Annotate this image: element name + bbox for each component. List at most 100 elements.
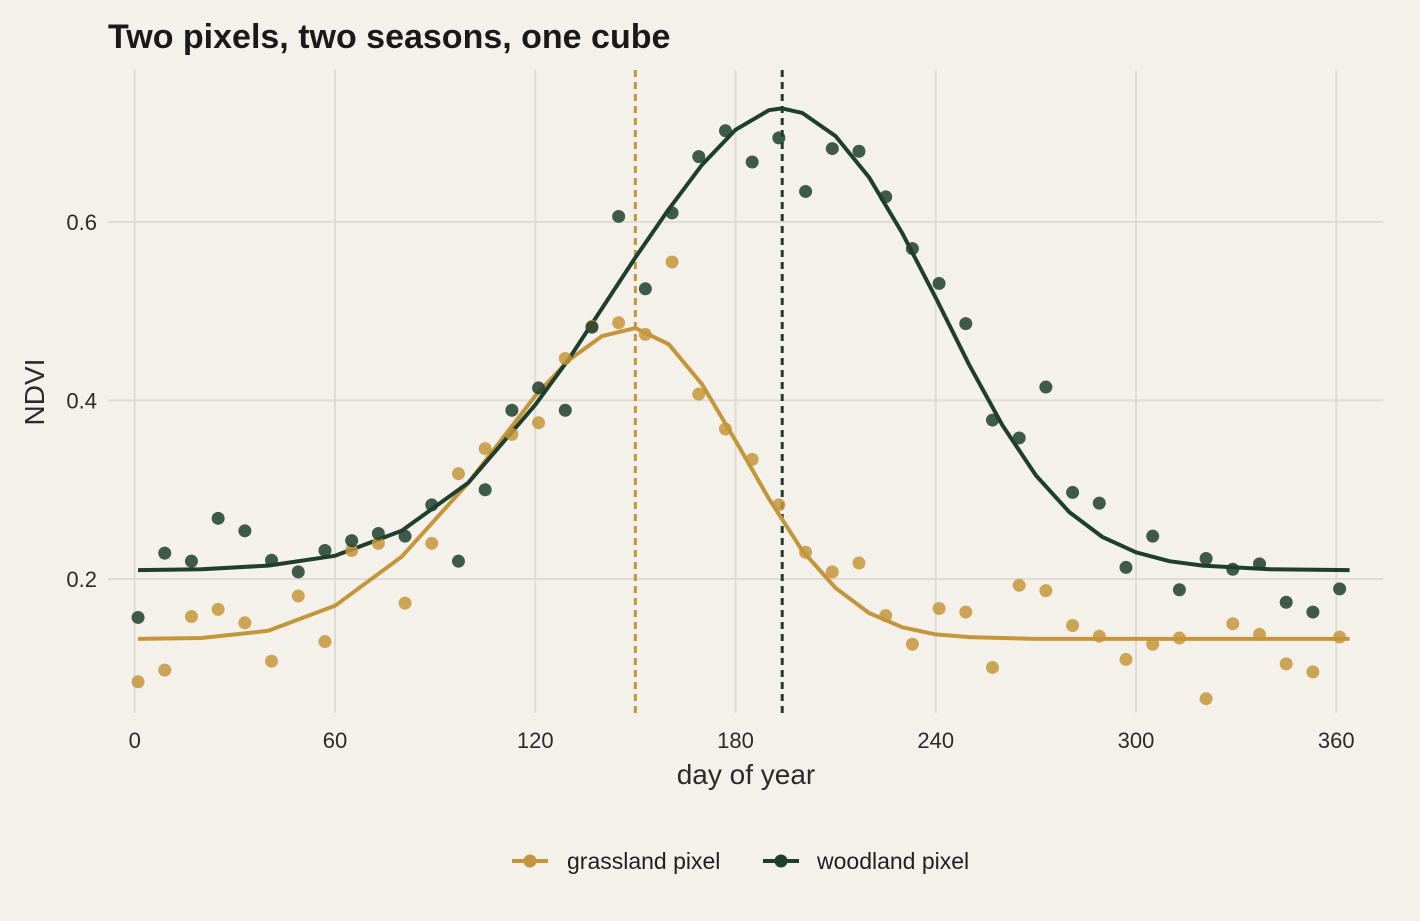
data-point <box>1039 380 1053 394</box>
data-point <box>1092 629 1106 643</box>
data-point <box>425 498 439 512</box>
data-point <box>291 565 305 579</box>
data-point <box>825 565 839 579</box>
data-point <box>1146 637 1160 651</box>
data-point <box>985 660 999 674</box>
data-point <box>1119 652 1133 666</box>
x-tick-label: 120 <box>517 728 554 753</box>
data-point <box>825 142 839 156</box>
legend-marker <box>774 854 788 868</box>
data-point <box>1092 496 1106 510</box>
data-point <box>1279 657 1293 671</box>
data-point <box>1039 584 1053 598</box>
data-point <box>692 150 706 164</box>
tick-labels: 0 60 120 180 240 300 360 0.2 0.4 0.6 <box>66 210 1354 753</box>
data-point <box>1333 630 1347 644</box>
data-point <box>718 422 732 436</box>
data-point <box>718 124 732 138</box>
data-point <box>665 255 679 269</box>
data-point <box>505 427 519 441</box>
data-point <box>398 596 412 610</box>
data-point <box>1306 665 1320 679</box>
grid <box>108 70 1383 713</box>
data-point <box>745 155 759 169</box>
data-points <box>131 124 1347 706</box>
x-axis-label: day of year <box>677 759 816 790</box>
data-point <box>532 381 546 395</box>
data-point <box>638 327 652 341</box>
data-point <box>158 663 172 677</box>
data-point <box>345 543 359 557</box>
data-point <box>558 403 572 417</box>
data-point <box>211 602 225 616</box>
data-point <box>158 546 172 560</box>
data-point <box>1226 562 1240 576</box>
data-point <box>1226 617 1240 631</box>
x-tick-label: 300 <box>1118 728 1155 753</box>
data-point <box>932 276 946 290</box>
legend-item: woodland pixel <box>763 848 969 874</box>
y-tick-label: 0.6 <box>66 210 97 235</box>
data-point <box>638 282 652 296</box>
data-point <box>291 589 305 603</box>
data-point <box>852 144 866 158</box>
data-point <box>478 442 492 456</box>
data-point <box>211 511 225 525</box>
data-point <box>532 416 546 430</box>
fitted-curves <box>137 106 1350 641</box>
data-point <box>345 534 359 548</box>
data-point <box>1012 578 1026 592</box>
peak-lines <box>633 70 784 713</box>
data-point <box>585 320 599 334</box>
legend-item: grassland pixel <box>512 848 720 874</box>
data-point <box>558 351 572 365</box>
data-point <box>612 316 626 330</box>
data-point <box>425 536 439 550</box>
data-point <box>905 242 919 256</box>
x-tick-label: 0 <box>129 728 141 753</box>
data-point <box>184 554 198 568</box>
legend-marker <box>523 854 537 868</box>
fitted-curve <box>137 106 1350 573</box>
legend-label: woodland pixel <box>816 848 969 874</box>
data-point <box>131 675 145 689</box>
x-tick-label: 180 <box>717 728 754 753</box>
data-point <box>692 387 706 401</box>
data-point <box>772 498 786 512</box>
data-point <box>799 184 813 198</box>
data-point <box>879 190 893 204</box>
data-point <box>1279 595 1293 609</box>
data-point <box>371 526 385 540</box>
data-point <box>451 554 465 568</box>
data-point <box>451 467 465 481</box>
legend-label: grassland pixel <box>567 848 720 874</box>
data-point <box>1199 552 1213 566</box>
data-point <box>985 413 999 427</box>
legend: grassland pixel woodland pixel <box>512 848 969 874</box>
data-point <box>879 609 893 623</box>
data-point <box>852 556 866 570</box>
data-point <box>1199 692 1213 706</box>
x-tick-label: 60 <box>323 728 347 753</box>
data-point <box>238 524 252 538</box>
data-point <box>1172 631 1186 645</box>
data-point <box>318 543 332 557</box>
data-point <box>612 209 626 223</box>
data-point <box>1066 618 1080 632</box>
data-point <box>1172 583 1186 597</box>
data-point <box>932 602 946 616</box>
x-tick-label: 360 <box>1318 728 1355 753</box>
data-point <box>959 317 973 331</box>
data-point <box>799 545 813 559</box>
fitted-curve <box>137 326 1350 641</box>
data-point <box>1253 627 1267 641</box>
data-point <box>1306 605 1320 619</box>
chart-title: Two pixels, two seasons, one cube <box>108 18 670 56</box>
data-point <box>665 206 679 220</box>
data-point <box>1253 557 1267 571</box>
data-point <box>1012 431 1026 445</box>
data-point <box>398 529 412 543</box>
data-point <box>265 553 279 567</box>
data-point <box>905 637 919 651</box>
